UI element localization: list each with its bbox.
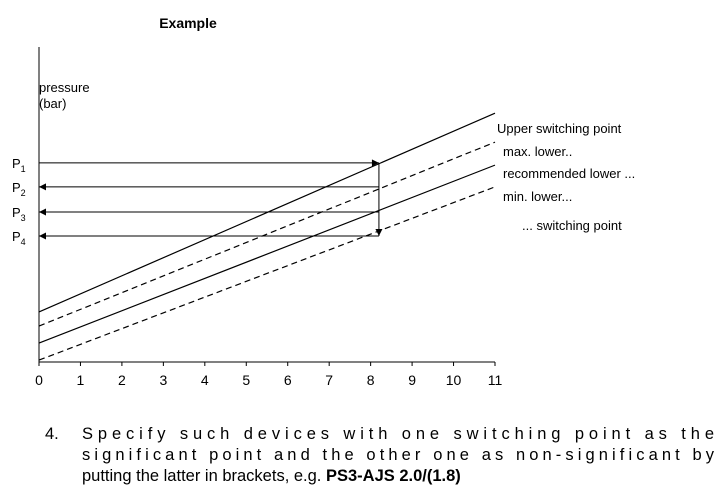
- note-line: Specify such devices with one switching …: [82, 425, 714, 443]
- level-text: P: [12, 229, 21, 244]
- x-tick-label: 1: [77, 372, 85, 388]
- x-tick-label: 5: [242, 372, 250, 388]
- level-text: P: [12, 156, 21, 171]
- legend-label: max. lower..: [503, 144, 572, 159]
- level-sub: 4: [21, 237, 26, 247]
- x-tick-label: 0: [35, 372, 43, 388]
- chart-title: Example: [159, 15, 217, 31]
- legend-label: Upper switching point: [497, 121, 622, 136]
- x-tick-label: 3: [159, 372, 167, 388]
- series-line: [38, 164, 496, 344]
- x-tick-label: 11: [488, 372, 503, 388]
- series-line: [38, 186, 496, 361]
- note-text: putting the latter in brackets, e.g.: [82, 467, 326, 485]
- x-tick-label: 8: [367, 372, 375, 388]
- level-label: P3: [12, 205, 26, 223]
- annotation: ... switching point: [522, 218, 622, 233]
- x-tick-label: 9: [408, 372, 416, 388]
- list-number: 4.: [45, 425, 59, 443]
- level-label: P1: [12, 156, 26, 174]
- y-axis-label: pressure: [39, 80, 90, 95]
- x-tick-label: 7: [325, 372, 333, 388]
- y-axis-label: (bar): [39, 96, 66, 111]
- note-line: putting the latter in brackets, e.g. PS3…: [82, 467, 461, 485]
- series-line: [38, 141, 496, 327]
- legend-label: recommended lower ...: [503, 166, 635, 181]
- note-line: significant point and the other one as n…: [82, 446, 715, 464]
- legend-label: min. lower...: [503, 189, 572, 204]
- level-text: P: [12, 180, 21, 195]
- level-sub: 2: [21, 188, 26, 198]
- x-tick-label: 6: [284, 372, 292, 388]
- level-text: P: [12, 205, 21, 220]
- x-tick-label: 2: [118, 372, 126, 388]
- x-tick-label: 4: [201, 372, 209, 388]
- level-label: P2: [12, 180, 26, 198]
- level-label: P4: [12, 229, 26, 247]
- level-sub: 3: [21, 213, 26, 223]
- x-tick-label: 10: [446, 372, 462, 388]
- level-sub: 1: [21, 164, 26, 174]
- note-bold: PS3-AJS 2.0/(1.8): [326, 467, 461, 485]
